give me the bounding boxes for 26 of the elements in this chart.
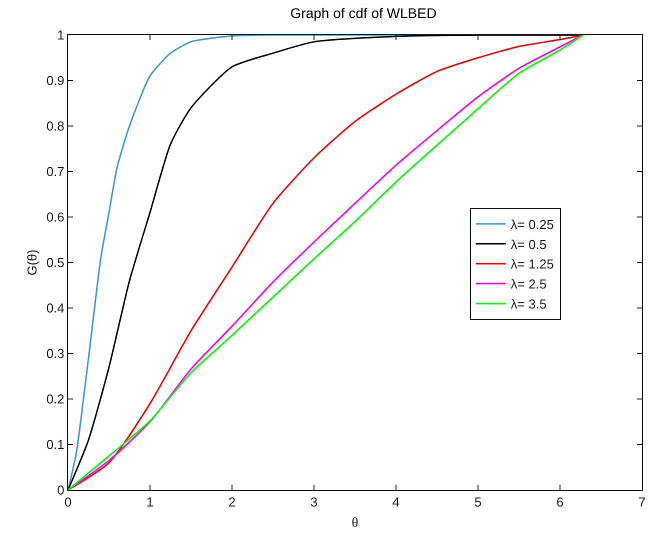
- legend-label: λ= 3.5: [510, 296, 547, 312]
- y-tick-label: 0.2: [46, 392, 64, 407]
- y-tick-label: 0.5: [46, 255, 64, 270]
- x-tick-label: 4: [392, 494, 400, 510]
- legend-label: λ= 1.25: [510, 256, 554, 272]
- y-tick-label: 0.3: [46, 346, 64, 362]
- y-tick-label: 0.7: [46, 164, 64, 180]
- x-tick-label: 5: [474, 494, 482, 510]
- legend-label: λ= 0.25: [510, 216, 554, 232]
- y-tick-label: 0.8: [46, 118, 64, 134]
- legend-label: λ= 2.5: [510, 276, 547, 292]
- y-tick-label: 0.9: [46, 73, 64, 88]
- y-tick-label: 0.4: [46, 300, 64, 316]
- y-axis-title: G(θ): [24, 250, 40, 276]
- legend-label: λ= 0.5: [510, 236, 547, 252]
- chart-title: Graph of cdf of WLBED: [290, 4, 437, 21]
- y-tick-label: 0: [57, 482, 64, 498]
- x-tick-label: 2: [228, 494, 236, 510]
- x-tick-label: 7: [638, 494, 646, 510]
- y-tick-label: 0.1: [46, 437, 64, 452]
- x-tick-label: 3: [310, 494, 318, 510]
- y-tick-label: 1: [57, 28, 64, 43]
- x-axis-title: θ: [352, 516, 359, 531]
- y-tick-label: 0.6: [46, 210, 64, 225]
- x-tick-label: 1: [146, 494, 154, 510]
- x-tick-label: 6: [556, 494, 564, 510]
